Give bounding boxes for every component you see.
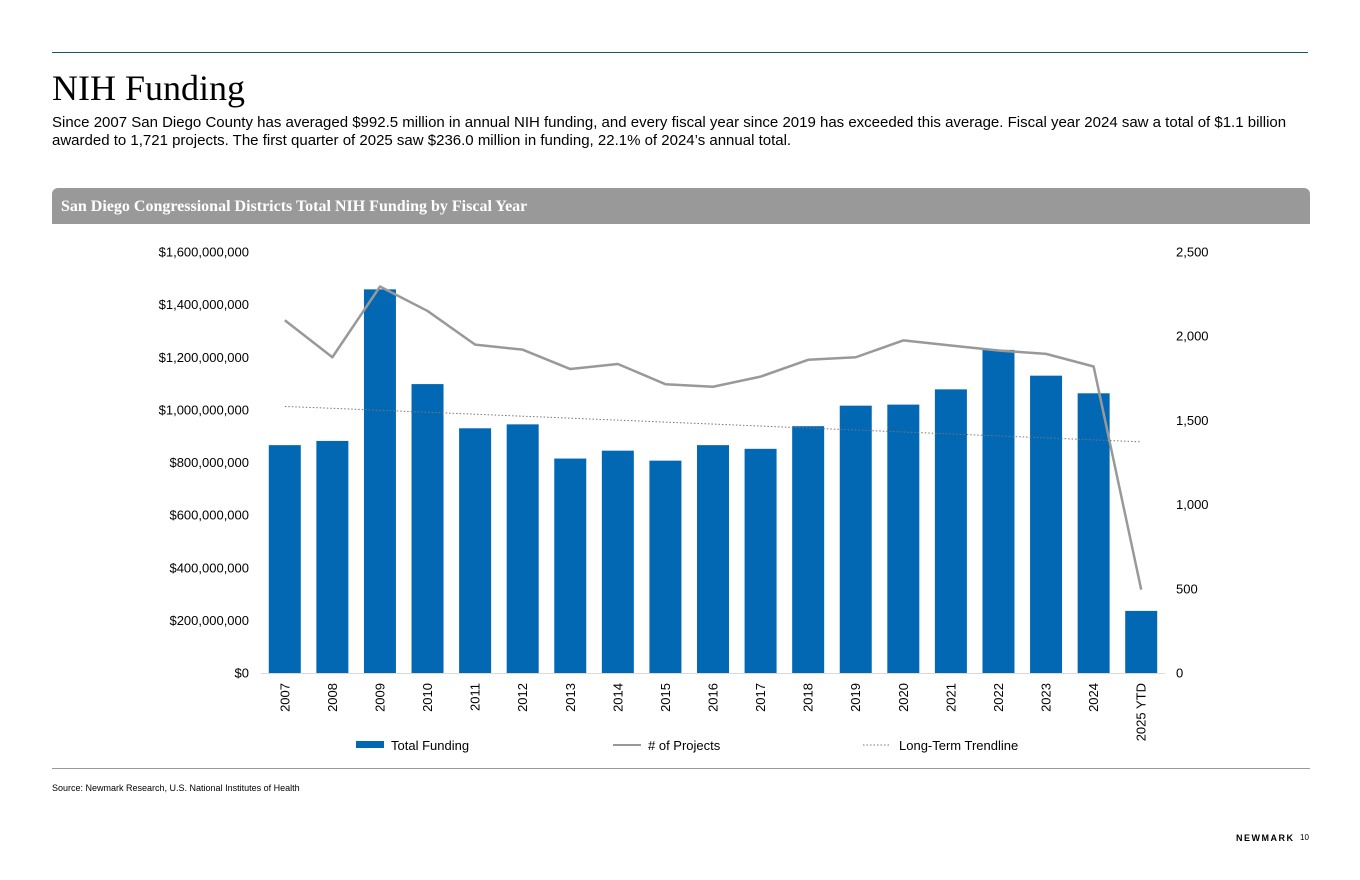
funding-bar — [1077, 393, 1110, 673]
y-right-tick-label: 2,500 — [1176, 245, 1209, 260]
y-right-tick-label: 1,000 — [1176, 497, 1209, 512]
x-tick-label: 2011 — [468, 683, 483, 711]
bottom-rule — [52, 768, 1310, 769]
chart-header-banner: San Diego Congressional Districts Total … — [52, 188, 1310, 224]
x-tick-label: 2023 — [1039, 683, 1054, 712]
y-right-tick-label: 500 — [1176, 581, 1198, 596]
x-tick-label: 2013 — [563, 683, 578, 712]
x-tick-label: 2018 — [801, 683, 816, 712]
y-left-tick-label: $200,000,000 — [169, 613, 249, 628]
y-left-tick-label: $0 — [235, 666, 249, 681]
funding-bar — [649, 460, 682, 673]
funding-bar — [982, 349, 1015, 673]
funding-bar — [697, 445, 729, 673]
y-left-tick-label: $1,400,000,000 — [159, 297, 249, 312]
y-right-tick-label: 0 — [1176, 666, 1183, 681]
y-right-tick-label: 2,000 — [1176, 329, 1209, 344]
funding-bar — [887, 404, 920, 673]
funding-bar — [1125, 610, 1158, 673]
page-title: NIH Funding — [52, 68, 246, 108]
intro-paragraph: Since 2007 San Diego County has averaged… — [52, 114, 1287, 149]
x-tick-label: 2007 — [277, 683, 292, 712]
x-tick-label: 2012 — [515, 683, 530, 712]
funding-bar — [363, 289, 396, 673]
funding-bar — [506, 424, 539, 673]
x-tick-label: 2008 — [325, 683, 340, 712]
funding-bar — [744, 448, 777, 673]
x-tick-label: 2015 — [658, 683, 673, 712]
legend-projects-label: # of Projects — [648, 738, 721, 753]
source-note: Source: Newmark Research, U.S. National … — [52, 783, 300, 793]
x-tick-label: 2009 — [372, 683, 387, 712]
x-tick-label: 2024 — [1086, 683, 1101, 712]
y-left-tick-label: $1,000,000,000 — [159, 402, 249, 417]
x-tick-label: 2017 — [753, 683, 768, 712]
funding-bar — [459, 428, 492, 673]
funding-bar — [934, 389, 967, 673]
y-left-tick-label: $400,000,000 — [169, 560, 249, 575]
legend-total-funding-swatch — [356, 741, 384, 748]
funding-bar — [268, 445, 301, 673]
page-number: 10 — [1300, 833, 1309, 842]
top-rule — [52, 52, 1308, 53]
y-left-tick-label: $1,200,000,000 — [159, 350, 249, 365]
funding-bar — [411, 384, 444, 673]
legend-total-funding-label: Total Funding — [391, 738, 469, 753]
funding-bar — [792, 426, 825, 673]
funding-bar — [554, 458, 587, 673]
funding-bar — [839, 405, 872, 673]
x-tick-label: 2020 — [896, 683, 911, 712]
y-left-tick-label: $800,000,000 — [169, 455, 249, 470]
funding-bar — [316, 440, 349, 673]
x-tick-label: 2016 — [706, 683, 721, 712]
chart-header-title: San Diego Congressional Districts Total … — [61, 198, 528, 215]
x-tick-label: 2022 — [991, 683, 1006, 712]
y-left-tick-label: $1,600,000,000 — [159, 245, 249, 260]
x-tick-label: 2019 — [848, 683, 863, 712]
y-left-tick-label: $600,000,000 — [169, 508, 249, 523]
x-tick-label: 2010 — [420, 683, 435, 712]
trendline-series — [284, 405, 1142, 443]
funding-bar — [601, 450, 634, 673]
brand-logo-text: NEWMARK — [1236, 833, 1295, 843]
legend-trendline-label: Long-Term Trendline — [899, 738, 1018, 753]
x-tick-label: 2021 — [943, 683, 958, 712]
x-tick-label: 2025 YTD — [1134, 683, 1149, 741]
y-right-tick-label: 1,500 — [1176, 413, 1209, 428]
x-tick-label: 2014 — [610, 683, 625, 712]
funding-bar — [1030, 375, 1063, 673]
